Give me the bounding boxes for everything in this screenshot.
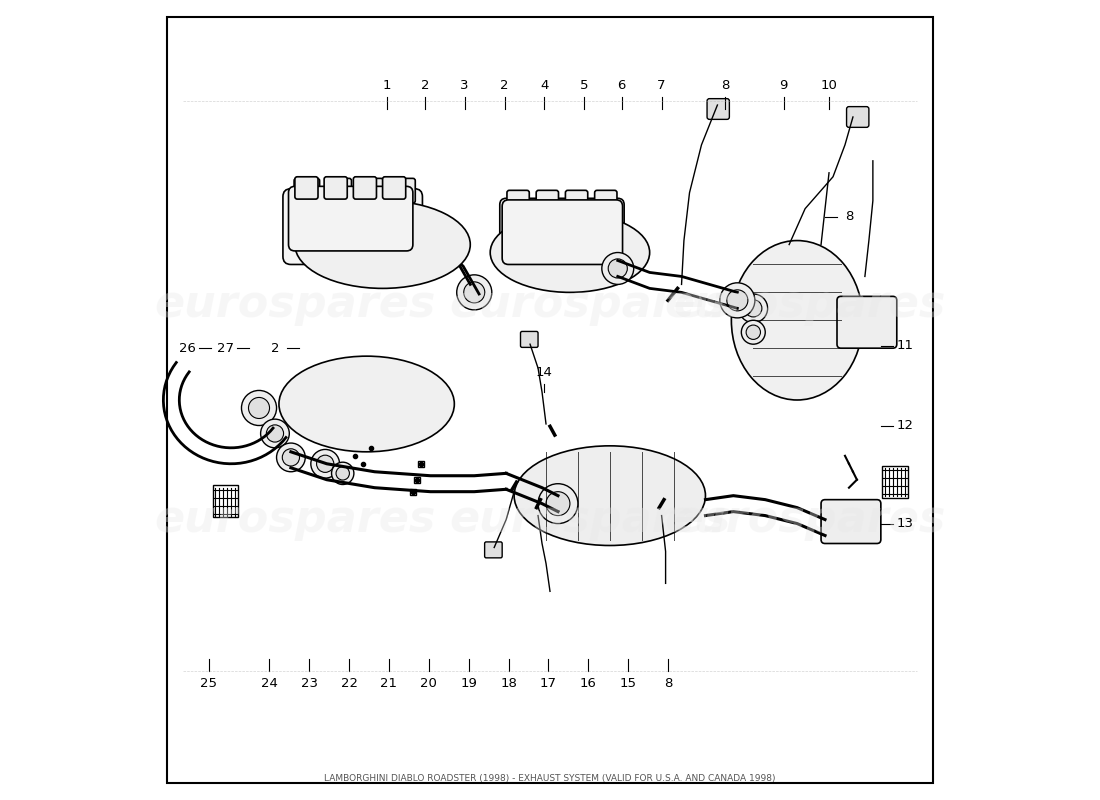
Text: 25: 25 xyxy=(200,677,218,690)
Text: 9: 9 xyxy=(780,78,788,91)
FancyBboxPatch shape xyxy=(707,98,729,119)
Text: 10: 10 xyxy=(821,78,837,91)
Text: 24: 24 xyxy=(261,677,278,690)
Circle shape xyxy=(538,484,578,523)
Ellipse shape xyxy=(514,446,705,546)
Text: eurospares: eurospares xyxy=(449,498,730,541)
Circle shape xyxy=(266,425,284,442)
FancyBboxPatch shape xyxy=(565,190,587,211)
Circle shape xyxy=(336,466,350,480)
Text: 13: 13 xyxy=(896,517,913,530)
Text: 6: 6 xyxy=(617,78,626,91)
Circle shape xyxy=(546,492,570,515)
FancyBboxPatch shape xyxy=(288,186,412,251)
FancyBboxPatch shape xyxy=(326,178,352,203)
Circle shape xyxy=(276,443,306,472)
FancyBboxPatch shape xyxy=(485,542,503,558)
Circle shape xyxy=(311,450,340,478)
FancyBboxPatch shape xyxy=(503,200,623,265)
Text: 14: 14 xyxy=(536,366,552,378)
FancyBboxPatch shape xyxy=(595,190,617,211)
Text: 21: 21 xyxy=(381,677,397,690)
Text: eurospares: eurospares xyxy=(664,283,946,326)
Text: 2: 2 xyxy=(420,78,429,91)
Text: 12: 12 xyxy=(896,419,913,432)
Ellipse shape xyxy=(279,356,454,452)
FancyBboxPatch shape xyxy=(821,500,881,543)
Circle shape xyxy=(317,455,333,472)
FancyBboxPatch shape xyxy=(499,198,624,267)
Text: 16: 16 xyxy=(580,677,596,690)
Circle shape xyxy=(719,283,755,318)
Text: 22: 22 xyxy=(341,677,358,690)
FancyBboxPatch shape xyxy=(358,178,384,203)
Text: 2: 2 xyxy=(271,342,279,354)
Text: 4: 4 xyxy=(540,78,549,91)
Text: 19: 19 xyxy=(460,677,477,690)
Text: 23: 23 xyxy=(300,677,318,690)
Circle shape xyxy=(464,282,485,303)
Circle shape xyxy=(261,419,289,448)
Circle shape xyxy=(741,320,766,344)
Text: 8: 8 xyxy=(845,210,854,223)
FancyBboxPatch shape xyxy=(294,178,320,203)
Text: 8: 8 xyxy=(722,78,729,91)
Text: 15: 15 xyxy=(619,677,637,690)
Text: 2: 2 xyxy=(500,78,509,91)
Text: LAMBORGHINI DIABLO ROADSTER (1998) - EXHAUST SYSTEM (VALID FOR U.S.A. AND CANADA: LAMBORGHINI DIABLO ROADSTER (1998) - EXH… xyxy=(324,774,776,783)
FancyBboxPatch shape xyxy=(507,190,529,211)
Circle shape xyxy=(283,449,299,466)
Text: 1: 1 xyxy=(383,78,390,91)
Ellipse shape xyxy=(491,213,650,292)
Text: 18: 18 xyxy=(500,677,517,690)
FancyBboxPatch shape xyxy=(295,177,318,199)
FancyBboxPatch shape xyxy=(353,177,376,199)
Text: 20: 20 xyxy=(420,677,438,690)
FancyBboxPatch shape xyxy=(536,190,559,211)
Text: eurospares: eurospares xyxy=(154,283,436,326)
Text: 17: 17 xyxy=(540,677,557,690)
Circle shape xyxy=(739,294,768,322)
Text: 7: 7 xyxy=(658,78,666,91)
Circle shape xyxy=(249,398,270,418)
Circle shape xyxy=(242,390,276,426)
Text: 8: 8 xyxy=(663,677,672,690)
FancyBboxPatch shape xyxy=(520,331,538,347)
Circle shape xyxy=(608,259,627,278)
Ellipse shape xyxy=(295,201,471,288)
Text: 5: 5 xyxy=(580,78,588,91)
Circle shape xyxy=(602,253,634,285)
FancyBboxPatch shape xyxy=(324,177,348,199)
Ellipse shape xyxy=(732,241,862,400)
Text: eurospares: eurospares xyxy=(154,498,436,541)
Circle shape xyxy=(456,275,492,310)
FancyBboxPatch shape xyxy=(389,178,416,203)
FancyBboxPatch shape xyxy=(383,177,406,199)
Circle shape xyxy=(727,290,748,311)
FancyBboxPatch shape xyxy=(283,189,422,265)
Text: 11: 11 xyxy=(896,339,913,352)
Circle shape xyxy=(745,300,762,317)
FancyBboxPatch shape xyxy=(837,296,896,348)
Text: 3: 3 xyxy=(461,78,469,91)
Text: 26: 26 xyxy=(179,342,196,354)
Circle shape xyxy=(331,462,354,485)
FancyBboxPatch shape xyxy=(847,106,869,127)
Text: eurospares: eurospares xyxy=(664,498,946,541)
Circle shape xyxy=(746,325,760,339)
Text: 27: 27 xyxy=(217,342,234,354)
Text: eurospares: eurospares xyxy=(449,283,730,326)
